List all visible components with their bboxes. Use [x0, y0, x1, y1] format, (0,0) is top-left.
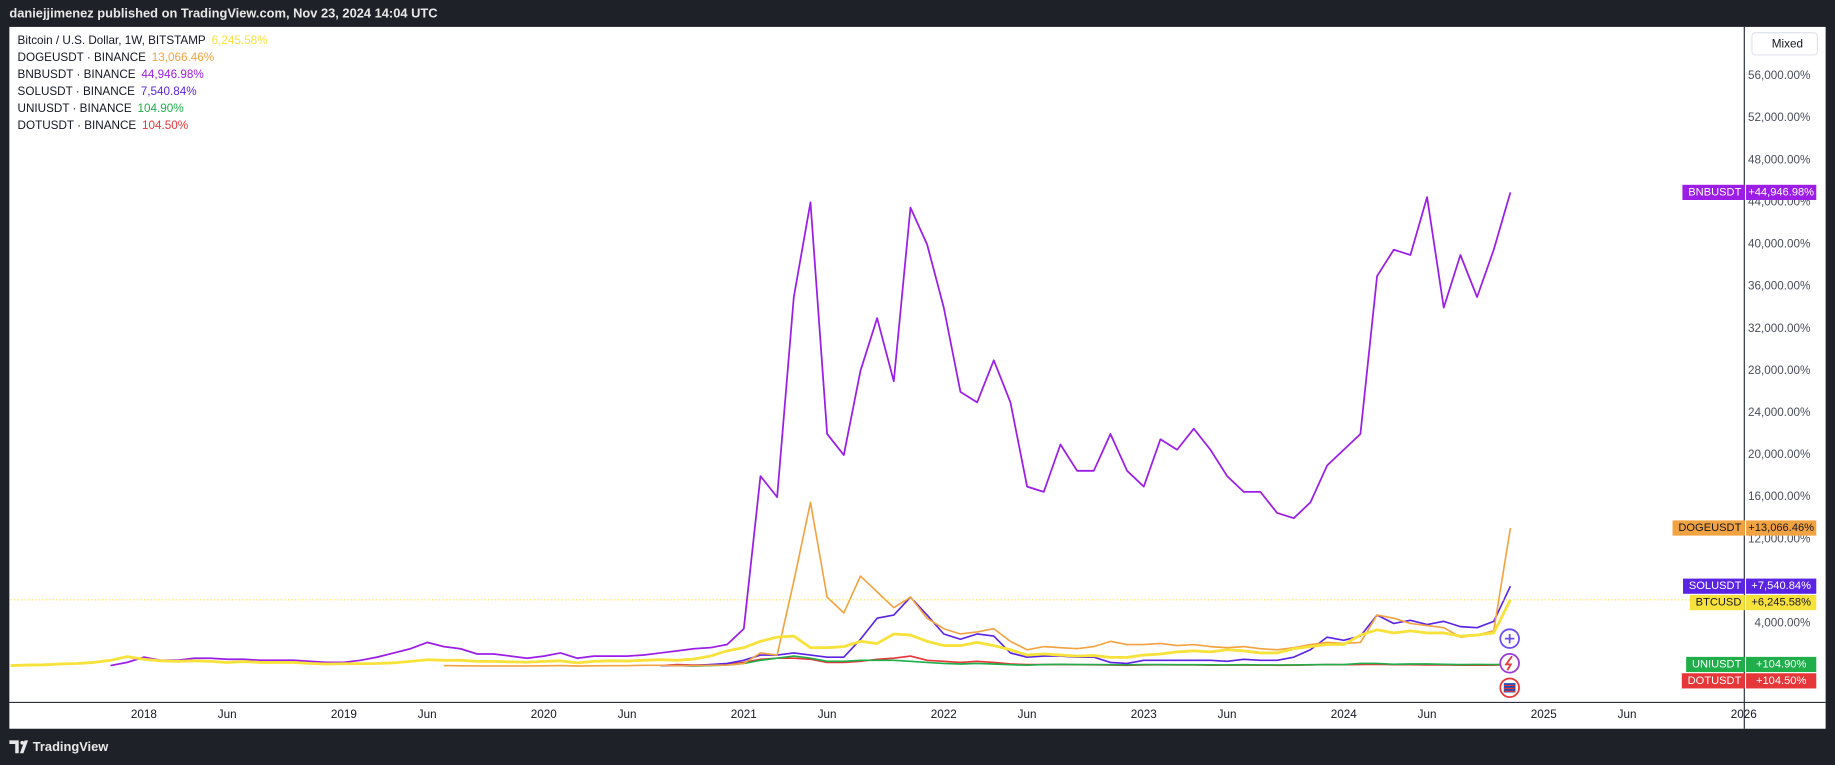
legend-name: UNIUSDT · BINANCE — [18, 102, 132, 115]
legend-value: 13,066.46% — [152, 51, 214, 64]
overlay: 4,000.00%12,000.00%16,000.00%20,000.00%2… — [18, 34, 1817, 721]
y-tick-label: 56,000.00% — [1748, 69, 1810, 82]
event-glyph — [1504, 655, 1513, 671]
x-tick-label: Jun — [1018, 708, 1037, 721]
y-tick-label: 48,000.00% — [1748, 153, 1810, 166]
x-tick-label: 2021 — [731, 708, 757, 721]
footer-brand: TradingView — [33, 739, 110, 754]
price-tag: SOLUSDT +7,540.84% — [1683, 578, 1817, 594]
price-tag-name: UNIUSDT — [1692, 658, 1742, 670]
price-tag-value: +104.90% — [1756, 658, 1806, 670]
price-tag-value-bg — [1746, 673, 1817, 689]
x-tick-label: Jun — [218, 708, 237, 721]
y-tick-label: 20,000.00% — [1748, 448, 1810, 461]
x-tick-label: Jun — [418, 708, 437, 721]
price-tag-value-bg — [1746, 184, 1817, 201]
event-icon[interactable] — [1499, 652, 1520, 674]
price-tag-value-bg — [1746, 594, 1817, 611]
x-tick-label: Jun — [618, 708, 637, 721]
x-tick-label: 2020 — [531, 708, 558, 721]
plot — [10, 192, 1744, 667]
price-tag-name: BNBUSDT — [1688, 186, 1741, 198]
price-tag: BTCUSD +6,245.58% — [1689, 594, 1817, 611]
price-tag-value-bg — [1746, 656, 1817, 673]
price-tag-name-bg — [1683, 578, 1745, 594]
legend-value: 7,540.84% — [141, 85, 197, 98]
header-text: daniejjimenez published on TradingView.c… — [9, 5, 437, 20]
price-tag-value-bg — [1746, 520, 1817, 536]
legend-name: DOGEUSDT · BINANCE — [18, 51, 147, 64]
x-tick-label: Jun — [1618, 708, 1637, 721]
chart-panel — [9, 26, 1826, 729]
scale-mode-button[interactable] — [1751, 32, 1819, 56]
price-tag-value: +13,066.46% — [1748, 522, 1814, 534]
brand-logo-dot — [20, 740, 25, 745]
y-tick-label: 32,000.00% — [1748, 322, 1810, 335]
x-tick-label: 2022 — [931, 708, 957, 721]
price-tag-value: +7,540.84% — [1751, 580, 1811, 592]
price-tag: BNBUSDT +44,946.98% — [1682, 184, 1817, 201]
series-line — [10, 599, 1512, 667]
price-tag-name: BTCUSD — [1696, 597, 1742, 609]
price-tag-value-bg — [1746, 578, 1817, 594]
y-tick-label: 24,000.00% — [1748, 406, 1810, 419]
price-tag: DOGEUSDT +13,066.46% — [1672, 520, 1817, 536]
price-tag-name: SOLUSDT — [1689, 580, 1742, 592]
price-tag-name-bg — [1686, 656, 1745, 673]
legend-value: 6,245.58% — [212, 34, 268, 47]
legend-name: BNBUSDT · BINANCE — [18, 68, 136, 81]
series-line — [677, 655, 1511, 667]
event-glyph — [1503, 684, 1516, 692]
price-tag: DOTUSDT +104.50% — [1681, 673, 1817, 689]
price-tag-name-bg — [1672, 520, 1745, 536]
price-tag-name: DOTUSDT — [1688, 675, 1742, 687]
legend-value: 104.50% — [142, 119, 188, 132]
price-tag: UNIUSDT +104.90% — [1686, 656, 1817, 673]
x-tick-label: 2025 — [1531, 708, 1558, 721]
x-tick-label: Jun — [1418, 708, 1437, 721]
event-icons — [1499, 628, 1520, 699]
price-tag-value: +104.50% — [1756, 675, 1806, 687]
price-tag-name: DOGEUSDT — [1678, 522, 1741, 534]
y-tick-label: 52,000.00% — [1748, 111, 1810, 124]
y-tick-label: 36,000.00% — [1748, 280, 1810, 293]
x-tick-label: 2023 — [1131, 708, 1157, 721]
series-line — [443, 501, 1512, 667]
price-tag-name-bg — [1689, 594, 1745, 611]
event-glyph — [1504, 633, 1515, 644]
x-tick-label: 2018 — [131, 708, 157, 721]
legend-value: 44,946.98% — [141, 68, 203, 81]
y-tick-label: 40,000.00% — [1748, 238, 1810, 251]
price-tag-name-bg — [1681, 673, 1745, 689]
price-tag-value: +6,245.58% — [1751, 597, 1811, 609]
legend-name: Bitcoin / U.S. Dollar, 1W, BITSTAMP — [18, 34, 206, 47]
legend-name: DOTUSDT · BINANCE — [18, 119, 137, 132]
scale-mode-label[interactable]: Mixed — [1772, 38, 1803, 51]
x-tick-label: Jun — [818, 708, 837, 721]
y-tick-label: 16,000.00% — [1748, 490, 1810, 503]
x-tick-label: 2026 — [1731, 708, 1757, 721]
x-tick-label: 2024 — [1331, 708, 1358, 721]
price-tag-value: +44,946.98% — [1748, 186, 1814, 198]
legend-value: 104.90% — [138, 102, 184, 115]
y-tick-label: 28,000.00% — [1748, 364, 1810, 377]
y-tick-label: 4,000.00% — [1755, 617, 1811, 630]
price-tag-name-bg — [1682, 184, 1745, 201]
x-tick-label: Jun — [1218, 708, 1237, 721]
legend-name: SOLUSDT · BINANCE — [18, 85, 136, 98]
x-tick-label: 2019 — [331, 708, 357, 721]
